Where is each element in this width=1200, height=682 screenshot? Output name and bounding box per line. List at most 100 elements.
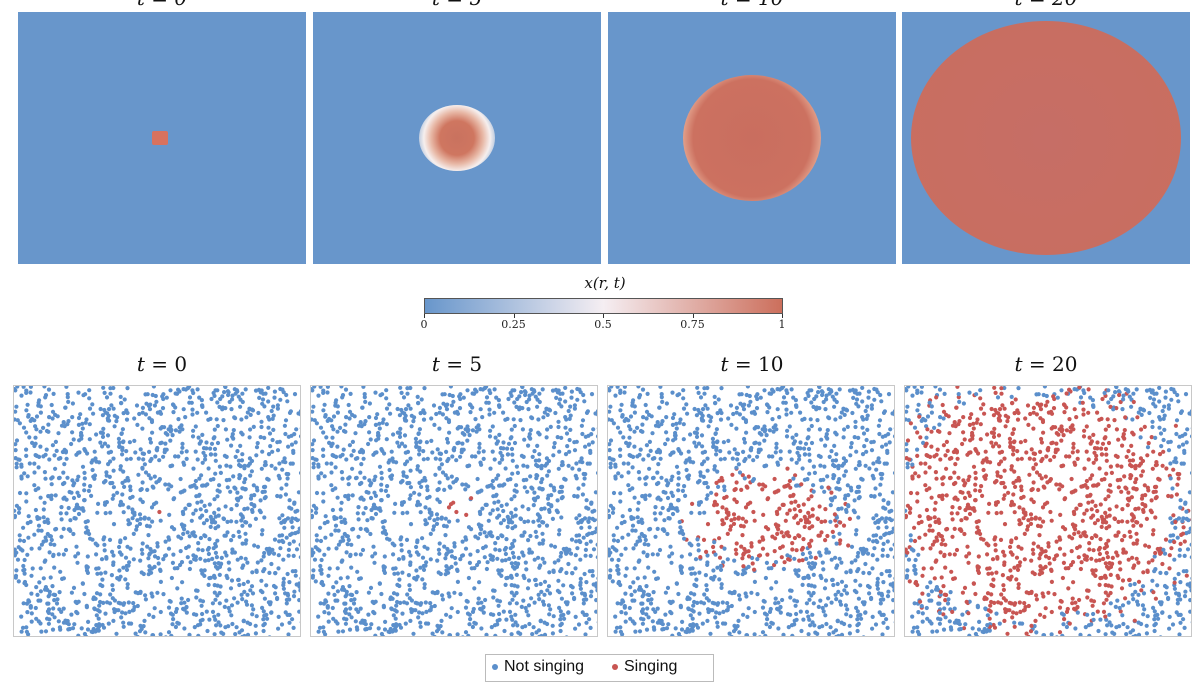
not-singing-agent xyxy=(311,405,315,409)
not-singing-agent xyxy=(788,613,792,617)
not-singing-agent xyxy=(759,396,763,400)
singing-agent xyxy=(995,555,999,559)
not-singing-agent xyxy=(365,627,369,631)
not-singing-agent xyxy=(477,560,481,564)
not-singing-agent xyxy=(329,533,333,537)
not-singing-agent xyxy=(688,623,692,627)
not-singing-agent xyxy=(637,395,641,399)
not-singing-agent xyxy=(311,388,314,392)
not-singing-agent xyxy=(476,549,480,553)
not-singing-agent xyxy=(51,416,55,420)
not-singing-agent xyxy=(640,602,644,606)
not-singing-agent xyxy=(641,388,645,392)
not-singing-agent xyxy=(650,431,654,435)
not-singing-agent xyxy=(120,452,124,456)
field-blob xyxy=(152,131,168,145)
not-singing-agent xyxy=(767,566,771,570)
not-singing-agent xyxy=(552,570,556,574)
not-singing-agent xyxy=(112,485,116,489)
not-singing-agent xyxy=(321,491,325,495)
not-singing-agent xyxy=(582,399,586,403)
not-singing-agent xyxy=(631,401,635,405)
not-singing-agent xyxy=(24,625,28,629)
not-singing-agent xyxy=(507,557,511,561)
not-singing-agent xyxy=(633,566,637,570)
not-singing-agent xyxy=(666,496,670,500)
not-singing-agent xyxy=(643,542,647,546)
not-singing-agent xyxy=(523,485,527,489)
singing-agent xyxy=(717,536,721,540)
singing-agent xyxy=(1032,457,1036,461)
not-singing-agent xyxy=(632,621,636,625)
not-singing-agent xyxy=(842,622,846,626)
not-singing-agent xyxy=(552,445,556,449)
not-singing-agent xyxy=(421,449,425,453)
not-singing-agent xyxy=(380,498,384,502)
not-singing-agent xyxy=(30,547,34,551)
not-singing-agent xyxy=(836,582,840,586)
not-singing-agent xyxy=(297,598,301,602)
not-singing-agent xyxy=(858,583,862,587)
singing-agent xyxy=(1147,545,1151,549)
singing-agent xyxy=(741,553,745,557)
singing-agent xyxy=(1071,580,1075,584)
not-singing-agent xyxy=(833,464,837,468)
not-singing-agent xyxy=(835,486,839,490)
not-singing-agent xyxy=(161,592,165,596)
singing-agent xyxy=(751,561,755,565)
not-singing-agent xyxy=(186,530,190,534)
not-singing-agent xyxy=(313,558,317,562)
singing-agent xyxy=(842,524,846,528)
not-singing-agent xyxy=(68,627,72,631)
not-singing-agent xyxy=(223,625,227,629)
not-singing-agent xyxy=(502,629,506,633)
not-singing-agent xyxy=(190,401,194,405)
not-singing-agent xyxy=(514,483,518,487)
not-singing-agent xyxy=(853,498,857,502)
not-singing-agent xyxy=(681,396,685,400)
not-singing-agent xyxy=(416,553,420,557)
not-singing-agent xyxy=(1152,617,1156,621)
not-singing-agent xyxy=(500,457,504,461)
not-singing-agent xyxy=(792,557,796,561)
not-singing-agent xyxy=(262,436,266,440)
not-singing-agent xyxy=(171,410,175,414)
singing-agent xyxy=(782,503,786,507)
not-singing-agent xyxy=(49,575,53,579)
singing-agent xyxy=(1174,424,1178,428)
not-singing-agent xyxy=(140,548,144,552)
not-singing-agent xyxy=(636,507,640,511)
not-singing-agent xyxy=(213,453,217,457)
not-singing-agent xyxy=(565,602,569,606)
not-singing-agent xyxy=(488,429,492,433)
not-singing-agent xyxy=(177,622,181,626)
not-singing-agent xyxy=(255,614,259,618)
not-singing-agent xyxy=(246,580,250,584)
not-singing-agent xyxy=(482,457,486,461)
not-singing-agent xyxy=(375,412,379,416)
not-singing-agent xyxy=(597,426,598,430)
not-singing-agent xyxy=(619,553,623,557)
not-singing-agent xyxy=(494,436,498,440)
not-singing-agent xyxy=(218,623,222,627)
not-singing-agent xyxy=(319,386,323,389)
not-singing-agent xyxy=(245,561,249,565)
not-singing-agent xyxy=(829,503,833,507)
not-singing-agent xyxy=(787,625,791,629)
singing-agent xyxy=(816,517,820,521)
not-singing-agent xyxy=(327,611,331,615)
not-singing-agent xyxy=(682,484,686,488)
not-singing-agent xyxy=(815,632,819,636)
not-singing-agent xyxy=(880,476,884,480)
not-singing-agent xyxy=(562,547,566,551)
not-singing-agent xyxy=(529,486,533,490)
not-singing-agent xyxy=(87,396,91,400)
not-singing-agent xyxy=(170,525,174,529)
not-singing-agent xyxy=(567,464,571,468)
not-singing-agent xyxy=(187,633,191,637)
not-singing-agent xyxy=(44,629,48,633)
not-singing-agent xyxy=(228,490,232,494)
not-singing-agent xyxy=(115,491,119,495)
not-singing-agent xyxy=(140,487,144,491)
